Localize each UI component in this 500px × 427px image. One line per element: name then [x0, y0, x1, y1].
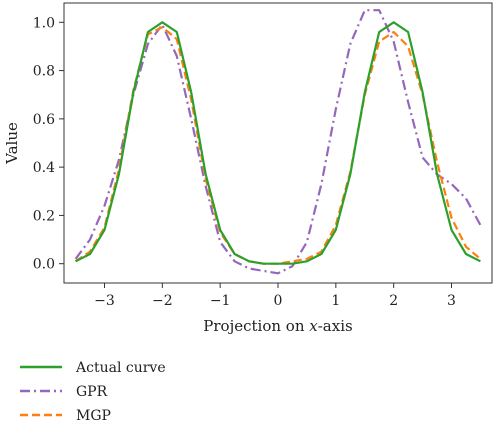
y-tick-label: 0.2	[33, 208, 55, 224]
plot-area-frame	[63, 2, 493, 284]
x-tick-label: 2	[389, 293, 398, 309]
x-tick-label: −3	[94, 293, 115, 309]
series-line-actual-curve	[75, 21, 481, 265]
x-tick-label: 3	[447, 293, 456, 309]
y-axis-ticks: 0.0 0.2 0.4 0.6 0.8 1.0	[33, 15, 64, 273]
y-tick-label: 0.0	[33, 257, 55, 273]
legend-label: Actual curve	[75, 360, 166, 376]
y-axis-label: Value	[3, 122, 21, 165]
x-tick-label: 0	[274, 293, 283, 309]
y-tick-label: 0.6	[33, 112, 55, 128]
y-tick-label: 0.4	[33, 160, 55, 176]
y-tick-label: 1.0	[33, 15, 55, 31]
x-axis-ticks: −3 −2 −1 0 1 2 3	[94, 283, 456, 309]
x-tick-label: 1	[331, 293, 340, 309]
series-layer	[74, 9, 482, 275]
x-tick-label: −1	[210, 293, 231, 309]
legend-label: GPR	[76, 384, 108, 400]
legend-label: MGP	[76, 408, 111, 424]
series-line-gpr	[74, 9, 482, 275]
x-axis-label: Projection on x-axis	[203, 317, 352, 335]
y-tick-label: 0.8	[33, 64, 55, 80]
x-tick-label: −2	[152, 293, 173, 309]
legend: Actual curve GPR MGP	[20, 360, 166, 424]
